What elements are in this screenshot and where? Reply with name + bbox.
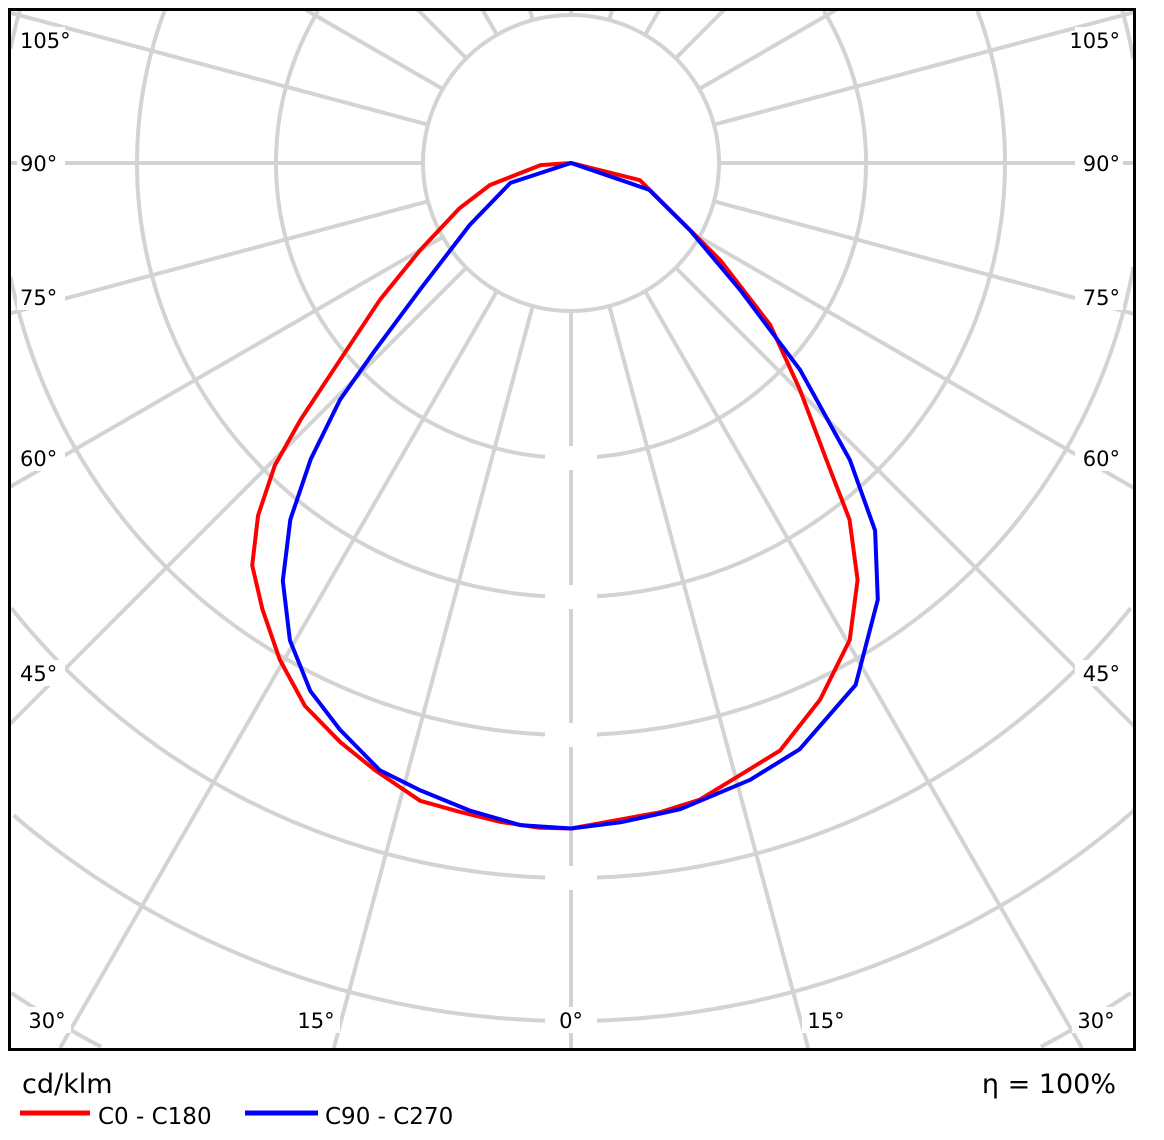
grid-spoke	[480, 8, 499, 36]
grid-spoke	[607, 305, 811, 1049]
grid-spoke	[698, 235, 1135, 490]
efficiency-label: η = 100%	[982, 1069, 1116, 1100]
legend-label-c0-c180: C0 - C180	[98, 1104, 212, 1130]
radial-tick-label-blank	[545, 723, 597, 747]
angle-label-left-bg	[17, 284, 65, 310]
angle-label-bottom-right-bg	[1072, 1007, 1120, 1033]
grid-spoke	[698, 8, 838, 91]
legend: cd/klm η = 100% C0 - C180 C90 - C270	[20, 1069, 1116, 1130]
angle-label-bottom-bg	[547, 1007, 595, 1033]
angle-label-bottom-bg	[292, 1007, 340, 1033]
grid-ring	[274, 10, 868, 460]
grid-ring	[9, 606, 1133, 880]
angle-label-bottom-left: 30°	[28, 1009, 65, 1033]
angle-label-bottom: 15°	[807, 1009, 844, 1033]
grid-spoke	[9, 10, 429, 127]
plot-frame	[8, 8, 1136, 1051]
grid-spoke	[9, 235, 444, 489]
unit-label: cd/klm	[22, 1069, 113, 1100]
grid-spoke	[528, 9, 535, 21]
angle-label-right: 75°	[1083, 286, 1120, 310]
angle-label-right-bg	[1075, 284, 1123, 310]
angle-label-left-bg	[17, 445, 65, 471]
grid-spoke	[8, 266, 468, 726]
angle-label-left: 90°	[20, 152, 57, 176]
grid-spoke	[331, 305, 535, 1049]
series-curve-c0-c180	[250, 161, 860, 831]
angle-label-left: 75°	[20, 286, 57, 310]
angle-label-right: 45°	[1083, 662, 1120, 686]
angle-label-left-bg	[17, 27, 65, 53]
angle-label-right-bg	[1075, 150, 1123, 176]
grid-spoke	[416, 8, 468, 60]
polar-grid	[8, 8, 1136, 1049]
angle-label-bottom: 15°	[297, 1009, 334, 1033]
series-curve-c90-c270	[280, 161, 880, 831]
grid-ring	[8, 9, 1136, 737]
angle-labels: 105° 90° 75° 60° 45° 105° 90° 75° 60° 45° 30° 30° 15…	[17, 27, 1123, 1033]
legend-label-c90-c270: C90 - C270	[325, 1104, 453, 1130]
angle-label-right: 90°	[1083, 152, 1120, 176]
angle-label-left: 105°	[20, 29, 71, 53]
angle-label-right-bg	[1075, 660, 1123, 686]
angle-label-right-bg	[1075, 27, 1123, 53]
angle-label-right-bg	[1075, 445, 1123, 471]
radial-tick-label-blank	[545, 446, 597, 470]
angle-label-left-bg	[17, 150, 65, 176]
grid-spoke	[9, 199, 429, 316]
grid-spoke	[643, 290, 1084, 1049]
angle-label-right: 60°	[1083, 447, 1120, 471]
angle-label-bottom-left-bg	[23, 1007, 71, 1033]
angle-label-left-bg	[17, 660, 65, 686]
grid-spoke	[643, 8, 662, 36]
grid-spoke	[674, 266, 1136, 728]
grid-spoke	[304, 8, 444, 91]
grid-spoke	[607, 9, 614, 21]
grid-spoke	[58, 290, 499, 1049]
angle-label-left: 60°	[20, 447, 57, 471]
angle-label-right: 105°	[1069, 29, 1120, 53]
radial-tick-label-blank	[545, 866, 597, 890]
radial-tick-label-blank	[545, 585, 597, 609]
grid-spoke	[713, 10, 1135, 127]
angle-label-bottom-right: 30°	[1077, 1009, 1114, 1033]
angle-label-bottom-bg	[802, 1007, 850, 1033]
angle-label-bottom: 0°	[559, 1009, 583, 1033]
grid-spoke	[713, 199, 1135, 316]
grid-ring	[135, 10, 1007, 599]
curves	[250, 161, 880, 831]
grid-ring	[12, 808, 1136, 1023]
angle-label-left: 45°	[20, 662, 57, 686]
grid-spoke	[674, 8, 726, 60]
